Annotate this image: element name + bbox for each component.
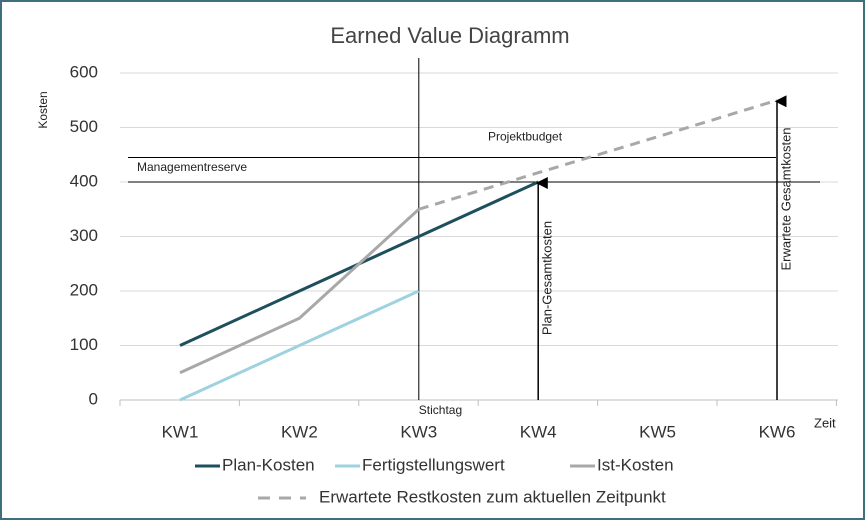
x-tick-label: KW6 xyxy=(759,422,796,441)
y-tick-label: 100 xyxy=(70,335,98,354)
reference-label: Managementreserve xyxy=(137,160,247,174)
series-line xyxy=(179,208,420,375)
x-tick-label: KW3 xyxy=(400,422,437,441)
y-tick-label: 600 xyxy=(70,62,98,81)
y-tick-label: 500 xyxy=(70,117,98,136)
legend-label: Plan-Kosten xyxy=(222,455,315,474)
stichtag-label: Stichtag xyxy=(419,403,462,417)
x-tick-label: KW5 xyxy=(639,422,676,441)
x-tick-label: KW2 xyxy=(281,422,318,441)
y-tick-label: 300 xyxy=(70,226,98,245)
y-tick-label: 400 xyxy=(70,171,98,190)
arrow-label: Plan-Gesamtkosten xyxy=(540,221,555,335)
legend-label: Ist-Kosten xyxy=(597,455,674,474)
legend-label: Fertigstellungswert xyxy=(362,455,505,474)
arrow-label: Erwartete Gesamtkosten xyxy=(778,127,793,270)
chart-title: Earned Value Diagramm xyxy=(330,23,569,48)
reference-label: Projektbudget xyxy=(488,130,563,144)
legend-label: Erwartete Restkosten zum aktuellen Zeitp… xyxy=(319,487,666,506)
y-tick-label: 0 xyxy=(89,389,98,408)
series-line xyxy=(418,98,778,211)
x-axis-label: Zeit xyxy=(814,415,836,430)
series-line xyxy=(179,289,420,402)
x-tick-label: KW4 xyxy=(520,422,557,441)
y-axis-label: Kosten xyxy=(36,91,50,128)
x-tick-label: KW1 xyxy=(162,422,199,441)
y-tick-label: 200 xyxy=(70,280,98,299)
